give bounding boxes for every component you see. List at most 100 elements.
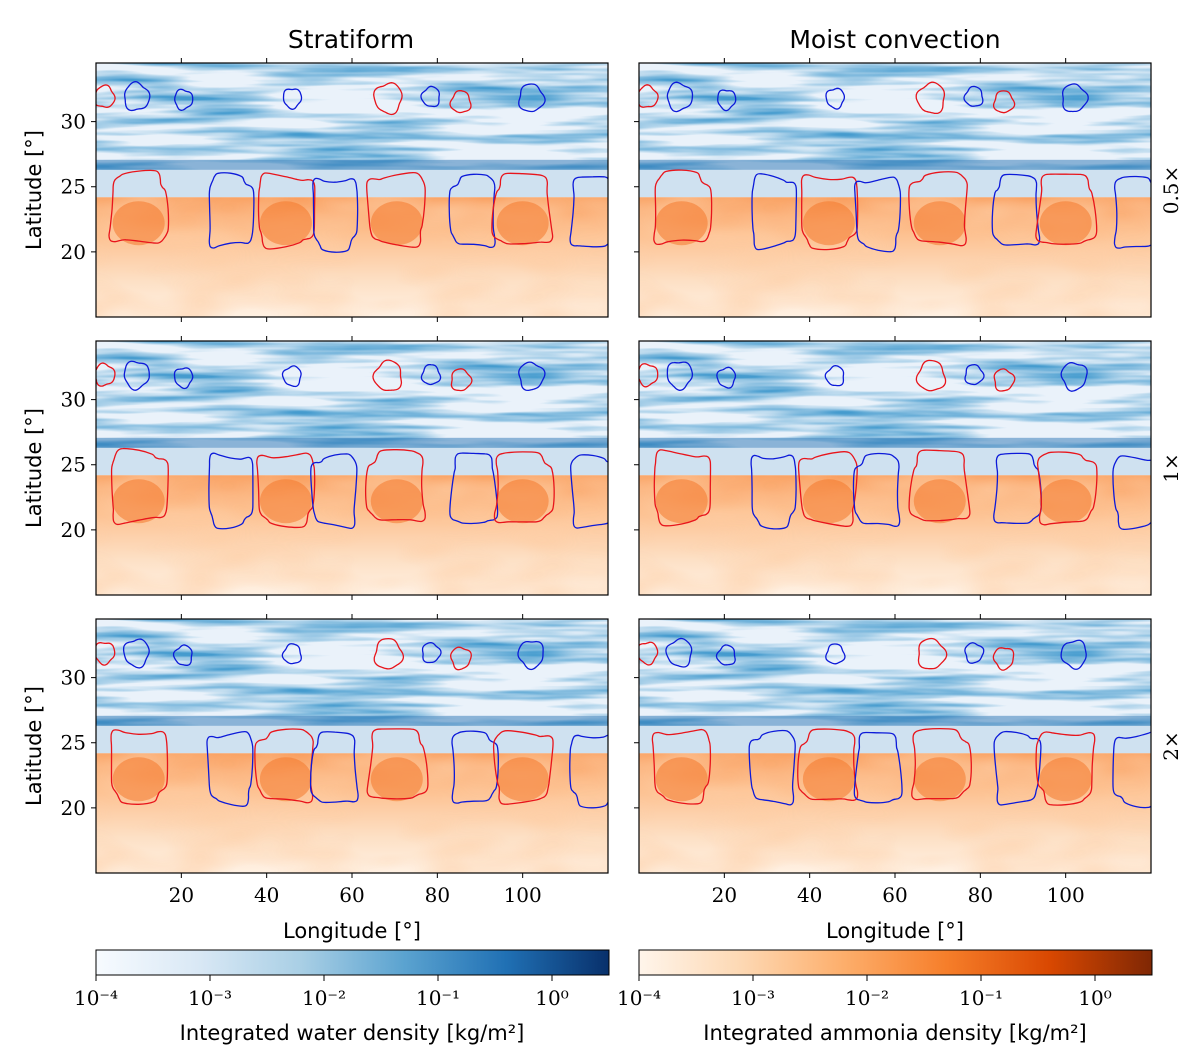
colorbar-tick-label: 10⁻⁴ [74, 986, 118, 1010]
y-axis-labels: Latitude [°] Latitude [°] Latitude [°] [22, 130, 46, 806]
anticyclone-contour [421, 641, 442, 664]
ammonia-core [1039, 757, 1092, 802]
transition-band [639, 447, 1151, 476]
anticyclone-contour [993, 452, 1042, 525]
y-axis-label: Latitude [°] [22, 686, 46, 806]
column-title-stratiform: Stratiform [288, 25, 414, 54]
ammonia-core [802, 201, 855, 246]
anticyclone-contour [716, 366, 737, 389]
cyclone-contour [110, 447, 169, 526]
cyclone-contour [373, 637, 405, 670]
panel-r2-c2 [634, 336, 1152, 600]
cyclone-contour [450, 646, 472, 671]
water-colorbar-label: Integrated water density [kg/m²] [180, 1021, 525, 1045]
anticyclone-contour [852, 452, 901, 528]
anticyclone-contour [853, 731, 903, 804]
x-tick-label: 20 [712, 883, 737, 907]
anticyclone-contour [208, 172, 255, 249]
y-tick-label: 30 [61, 388, 86, 412]
panel-r1-c2 [634, 58, 1152, 322]
water-band [96, 437, 608, 450]
row-label: 1× [1159, 453, 1183, 482]
cyclone-contour [797, 451, 858, 528]
anticyclone-contour [964, 364, 985, 386]
ammonia-core [496, 201, 549, 246]
anticyclone-contour [206, 730, 254, 807]
anticyclone-contour [569, 176, 608, 248]
cyclone-contour [450, 368, 473, 392]
cyclone-contour [800, 174, 859, 251]
x-tick-label: 100 [504, 883, 542, 907]
ammonia-colorbar-label: Integrated ammonia density [kg/m²] [703, 1021, 1086, 1045]
colorbar-tick-label: 10⁻³ [731, 986, 775, 1010]
ammonia-core [655, 757, 708, 802]
x-axis-label: Longitude [°] [283, 919, 421, 943]
cyclone-contour [365, 171, 426, 248]
cyclone-contour [1035, 173, 1098, 245]
y-tick-label: 25 [61, 175, 86, 199]
ammonia-colorbar: 10⁻⁴ 10⁻³ 10⁻² 10⁻¹ 10⁰ Integrated ammonia d… [617, 949, 1153, 1045]
anticyclone-contour [172, 644, 193, 666]
anticyclone-contour [1060, 639, 1087, 670]
y-tick-label: 25 [61, 731, 86, 755]
ammonia-core [802, 757, 855, 802]
row-labels: 0.5× 1× 2× [1159, 166, 1183, 761]
anticyclone-contour [173, 367, 194, 390]
cyclone-contour [256, 452, 316, 529]
water-colorbar-gradient [95, 949, 610, 976]
transition-band [96, 169, 608, 198]
cyclone-contour [993, 368, 1016, 392]
water-texture [96, 63, 608, 170]
anticyclone-contour [451, 730, 499, 804]
anticyclone-contour [750, 454, 797, 530]
anticyclone-contour [309, 731, 359, 804]
anticyclone-contour [282, 88, 303, 110]
x-tick-label: 80 [968, 883, 993, 907]
colorbar-tick-label: 10⁰ [535, 986, 568, 1010]
cyclone-contour [915, 81, 946, 115]
water-band [639, 715, 1151, 728]
anticyclone-contour [1060, 362, 1088, 392]
y-tick-label: 30 [61, 110, 86, 134]
water-band [639, 159, 1151, 172]
y-tick-label: 25 [61, 453, 86, 477]
anticyclone-contour [1112, 731, 1151, 809]
y-axis-label: Latitude [°] [22, 130, 46, 250]
water-texture [96, 341, 608, 448]
cyclone-contour [653, 169, 713, 246]
anticyclone-contour [748, 729, 796, 806]
ammonia-core [655, 479, 708, 524]
ammonia-colorbar-gradient [638, 949, 1153, 976]
anticyclone-contour [993, 730, 1042, 806]
anticyclone-contour [122, 638, 150, 669]
cyclone-contour [639, 363, 659, 388]
x-tick-label: 20 [169, 883, 194, 907]
anticyclone-contour [825, 643, 846, 665]
colorbar-tick-label: 10⁻² [302, 986, 346, 1010]
anticyclone-contour [570, 454, 608, 529]
x-tick-label: 60 [339, 883, 364, 907]
y-tick-label: 30 [61, 666, 86, 690]
y-axis-label: Latitude [°] [22, 408, 46, 528]
anticyclone-contour [751, 173, 798, 251]
anticyclone-contour [1062, 83, 1089, 113]
water-band [639, 437, 1151, 450]
ammonia-core [802, 479, 855, 524]
ammonia-core [496, 479, 549, 524]
water-texture [639, 619, 1151, 726]
cyclone-contour [366, 728, 429, 800]
anticyclone-contour [448, 173, 496, 249]
y-tick-label: 20 [61, 518, 86, 542]
cyclone-contour [992, 90, 1016, 114]
colorbar-tick-label: 10⁻³ [188, 986, 232, 1010]
row-label: 2× [1159, 731, 1183, 760]
anticyclone-contour [1112, 455, 1151, 530]
cyclone-contour [908, 171, 968, 247]
cyclone-contour [915, 359, 947, 392]
colorbars: 10⁻⁴ 10⁻³ 10⁻² 10⁻¹ 10⁰ Integrated water den… [74, 949, 1153, 1045]
anticyclone-contour [281, 643, 302, 665]
cyclone-contour [365, 449, 426, 523]
cyclone-contour [110, 729, 169, 805]
water-texture [96, 619, 608, 726]
